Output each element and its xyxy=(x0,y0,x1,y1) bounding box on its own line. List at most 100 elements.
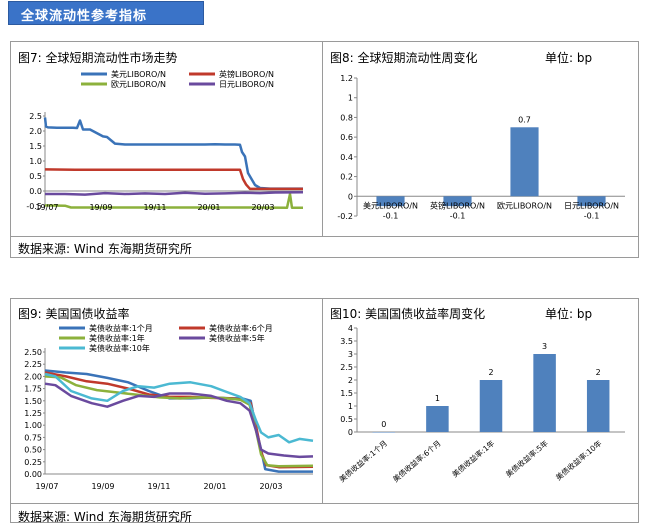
section-banner: 全球流动性参考指标 xyxy=(8,1,204,25)
series-line xyxy=(44,372,314,444)
y-tick-label: 0.50 xyxy=(24,446,42,455)
legend-label: 欧元LIBORO/N xyxy=(111,79,166,89)
fig10-title: 图10: 美国国债收益率周变化 xyxy=(330,307,486,321)
y-tick-label: 0.25 xyxy=(24,458,42,467)
x-category-label: 美债收益率:6个月 xyxy=(390,438,442,484)
bar xyxy=(577,196,606,207)
x-category-label: 美债收益率:1年 xyxy=(450,438,497,480)
x-tick-label: 20/03 xyxy=(259,482,282,491)
y-tick-label: 0.5 xyxy=(29,172,42,181)
y-tick-label: 1.75 xyxy=(24,385,42,394)
y-tick-label: 0.0 xyxy=(29,187,42,196)
legend-label: 美债收益率:5年 xyxy=(209,333,265,343)
series-line xyxy=(44,382,314,459)
section-banner-title: 全球流动性参考指标 xyxy=(21,9,148,24)
y-tick-label: 0.4 xyxy=(340,153,353,162)
fig7-chart: 美元LIBORO/N 英镑LIBORO/N 欧元LIBORO/N 日元LIBORO/N… xyxy=(26,69,304,212)
legend-label: 美债收益率:10年 xyxy=(89,343,150,353)
bar-data-label: -0.1 xyxy=(383,211,399,220)
x-category-label: 美债收益率:1个月 xyxy=(337,438,389,484)
y-tick-label: 0.6 xyxy=(340,133,353,142)
bar-data-label: 2 xyxy=(596,368,601,377)
bar xyxy=(479,380,503,432)
y-tick-label: 0.75 xyxy=(24,433,42,442)
y-tick-label: 0.8 xyxy=(340,113,353,122)
series-line xyxy=(44,375,314,468)
y-tick-label: 0.2 xyxy=(340,173,353,182)
bar xyxy=(372,432,396,433)
bar-data-label: 1 xyxy=(435,394,440,403)
x-tick-label: 19/09 xyxy=(89,203,112,212)
bar-data-label: 2 xyxy=(488,368,493,377)
bar-data-label: -0.1 xyxy=(584,211,600,220)
y-tick-label: 0.5 xyxy=(340,415,353,424)
y-tick-label: 2 xyxy=(348,376,353,385)
fig10-unit: 单位: bp xyxy=(545,307,593,321)
y-tick-label: 2.5 xyxy=(340,363,353,372)
y-tick-label: 2.5 xyxy=(29,112,42,121)
series-line xyxy=(44,369,313,473)
x-category-label: 美元LIBORO/N xyxy=(363,200,418,210)
x-tick-label: 20/01 xyxy=(203,482,226,491)
bar xyxy=(426,406,449,432)
y-tick-label: 2.00 xyxy=(24,372,42,381)
y-tick-label: 0.00 xyxy=(24,470,42,479)
y-tick-label: -0.5 xyxy=(26,202,42,211)
x-category-label: 日元LIBORO/N xyxy=(564,201,619,210)
y-tick-label: 1.0 xyxy=(29,157,42,166)
fig9-source: 数据来源: Wind 东海期货研究所 xyxy=(18,510,192,524)
x-category-label: 欧元LIBORO/N xyxy=(497,200,552,210)
y-tick-label: 1.2 xyxy=(340,74,353,83)
y-tick-label: 1 xyxy=(348,402,353,411)
y-tick-label: 0 xyxy=(348,428,353,437)
y-tick-label: 2.0 xyxy=(29,127,42,136)
x-category-label: 美债收益率:10年 xyxy=(553,438,604,483)
x-tick-label: 20/03 xyxy=(251,203,274,212)
y-tick-label: -0.2 xyxy=(337,212,353,221)
y-tick-label: 0 xyxy=(348,192,353,201)
legend-label: 美债收益率:1个月 xyxy=(89,323,153,333)
y-tick-label: 1.5 xyxy=(29,142,42,151)
legend-label: 美债收益率:1年 xyxy=(89,333,145,343)
y-tick-label: 3.5 xyxy=(340,337,353,346)
fig8-title: 图8: 全球短期流动性周变化 xyxy=(330,51,478,65)
x-tick-label: 19/11 xyxy=(147,482,170,491)
x-tick-label: 20/01 xyxy=(197,203,220,212)
bar xyxy=(376,196,405,207)
legend-label: 英镑LIBORO/N xyxy=(219,69,274,79)
series-line xyxy=(45,190,304,196)
fig8-unit: 单位: bp xyxy=(545,51,593,65)
y-tick-label: 1.25 xyxy=(24,409,42,418)
y-tick-label: 2.25 xyxy=(24,360,42,369)
y-tick-label: 2.50 xyxy=(24,348,42,357)
fig10-chart: 00.511.522.533.540美债收益率:1个月1美债收益率:6个月2美债… xyxy=(337,324,625,484)
x-category-label: 美债收益率:5年 xyxy=(503,438,550,480)
bar xyxy=(510,127,539,197)
y-tick-label: 1.00 xyxy=(24,421,42,430)
y-tick-label: 1.5 xyxy=(340,389,353,398)
fig7-title: 图7: 全球短期流动性市场走势 xyxy=(18,51,178,65)
x-tick-label: 19/11 xyxy=(143,203,166,212)
fig9-title: 图9: 美国国债收益率 xyxy=(18,307,130,321)
series-line xyxy=(43,117,303,190)
x-category-label: 英镑LIBORO/N xyxy=(430,200,485,210)
bar-data-label: -0.1 xyxy=(450,211,466,220)
bar xyxy=(586,380,610,432)
bar xyxy=(443,196,472,207)
x-tick-label: 19/07 xyxy=(35,203,58,212)
y-tick-label: 1 xyxy=(348,94,353,103)
legend-label: 美债收益率:6个月 xyxy=(209,323,273,333)
legend-label: 日元LIBORO/N xyxy=(219,80,274,89)
x-tick-label: 19/07 xyxy=(35,482,58,491)
series-line xyxy=(44,192,303,210)
fig8-chart: -0.200.20.40.60.811.2-0.1美元LIBORO/N-0.1英… xyxy=(337,74,625,221)
bar-data-label: 0 xyxy=(381,420,386,429)
bar-data-label: 3 xyxy=(542,342,547,351)
y-tick-label: 4 xyxy=(348,324,353,333)
y-tick-label: 3 xyxy=(348,350,353,359)
bar-data-label: 0.7 xyxy=(518,115,531,124)
fig7-source: 数据来源: Wind 东海期货研究所 xyxy=(18,242,192,256)
legend-label: 美元LIBORO/N xyxy=(111,69,166,79)
y-tick-label: 1.50 xyxy=(24,397,42,406)
